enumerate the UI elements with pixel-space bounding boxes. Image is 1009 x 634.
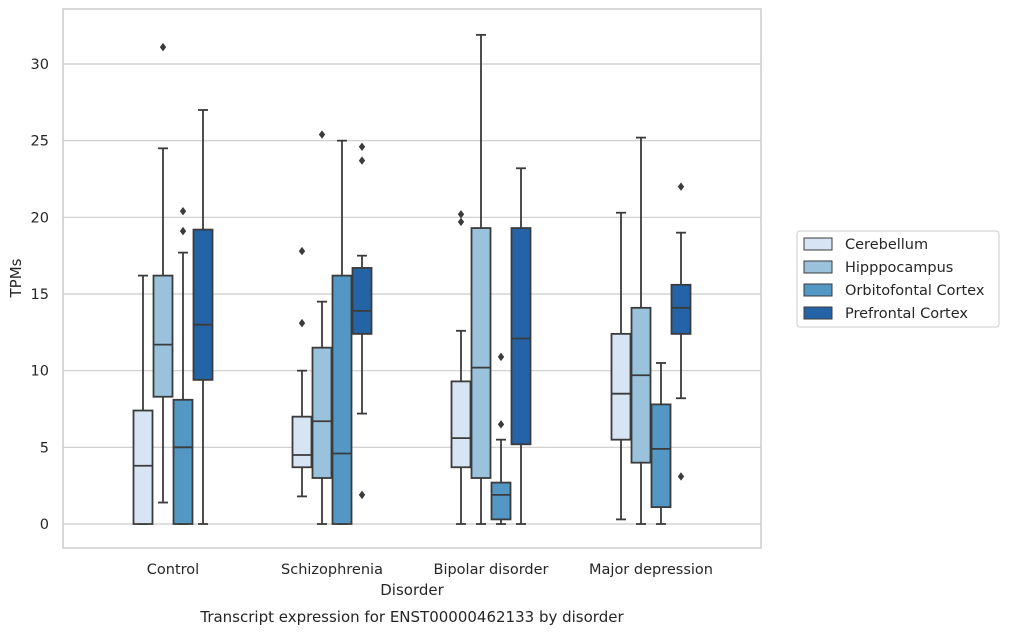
- legend-label: Prefrontal Cortex: [845, 306, 968, 322]
- box-2-2: [490, 352, 512, 525]
- outlier-point: [179, 226, 187, 236]
- legend-swatch: [803, 260, 833, 274]
- y-tick-label: 10: [31, 364, 49, 380]
- legend-swatch: [803, 283, 833, 297]
- x-tick-label: Bipolar disorder: [434, 562, 549, 578]
- legend-label: Cerebellum: [845, 237, 928, 253]
- box-iqr: [132, 409, 154, 525]
- box-iqr: [152, 274, 174, 398]
- x-tick-label: Control: [147, 562, 199, 578]
- box-3-2: [510, 167, 532, 525]
- box-iqr: [291, 415, 313, 469]
- box-1-3: [630, 136, 652, 525]
- y-tick-label: 20: [31, 210, 49, 226]
- outlier-point: [497, 420, 505, 429]
- box-2-3: [650, 362, 672, 525]
- legend: Cerebellum Hipppocampus Orbitofontal Corte…: [796, 230, 1000, 328]
- box-0-2: [450, 210, 472, 525]
- box-2-1: [331, 139, 353, 525]
- outlier-point: [497, 352, 505, 362]
- legend-frame: [796, 230, 1000, 328]
- y-axis-title: TPMs: [7, 258, 25, 298]
- box-iqr: [610, 332, 632, 441]
- y-tick-label: 25: [31, 134, 49, 150]
- box-iqr: [450, 380, 472, 469]
- box-iqr: [630, 306, 652, 464]
- outlier-point: [457, 210, 465, 219]
- boxes: [132, 33, 692, 525]
- box-0-1: [291, 246, 313, 498]
- box-1-1: [311, 130, 333, 525]
- y-tick-label: 30: [31, 57, 49, 73]
- box-iqr: [311, 346, 333, 479]
- box-iqr: [351, 267, 373, 335]
- outlier-point: [318, 130, 326, 139]
- x-tick-label: Schizophrenia: [281, 562, 383, 578]
- y-tick-label: 15: [31, 287, 49, 303]
- box-3-0: [192, 109, 214, 525]
- x-axis-title: Disorder: [380, 581, 444, 599]
- outlier-point: [298, 318, 306, 328]
- legend-label: Orbitofontal Cortex: [845, 283, 985, 299]
- outlier-point: [677, 472, 685, 481]
- plot-frame: [62, 8, 762, 549]
- box-1-2: [470, 33, 492, 525]
- legend-label: Hipppocampus: [845, 260, 953, 276]
- box-iqr: [331, 274, 353, 525]
- outlier-point: [457, 217, 465, 227]
- chart-title: Transcript expression for ENST0000046213…: [199, 608, 624, 626]
- box-3-1: [351, 142, 373, 500]
- outlier-point: [358, 156, 366, 165]
- box-2-0: [172, 207, 194, 525]
- outlier-point: [677, 182, 685, 191]
- box-iqr: [490, 481, 512, 521]
- box-iqr: [510, 227, 532, 446]
- y-tick-label: 5: [40, 440, 49, 456]
- outlier-point: [358, 142, 366, 151]
- box-iqr: [470, 227, 492, 479]
- box-0-0: [132, 274, 154, 525]
- outlier-point: [159, 42, 167, 52]
- box-iqr: [192, 228, 214, 381]
- box-0-3: [610, 211, 632, 521]
- box-iqr: [670, 283, 692, 335]
- y-tick-label: 0: [40, 517, 49, 533]
- x-tick-labels: Control Schizophrenia Bipolar disorder Majo…: [147, 562, 713, 578]
- outlier-point: [298, 246, 306, 256]
- outlier-point: [179, 207, 187, 216]
- box-iqr: [172, 398, 194, 525]
- legend-swatch: [803, 306, 833, 320]
- legend-swatch: [803, 237, 833, 251]
- box-iqr: [650, 403, 672, 509]
- y-tick-labels: 0 5 10 15 20 25 30: [31, 57, 49, 533]
- box-3-3: [670, 182, 692, 481]
- box-1-0: [152, 42, 174, 504]
- x-tick-label: Major depression: [589, 562, 713, 578]
- outlier-point: [358, 490, 366, 500]
